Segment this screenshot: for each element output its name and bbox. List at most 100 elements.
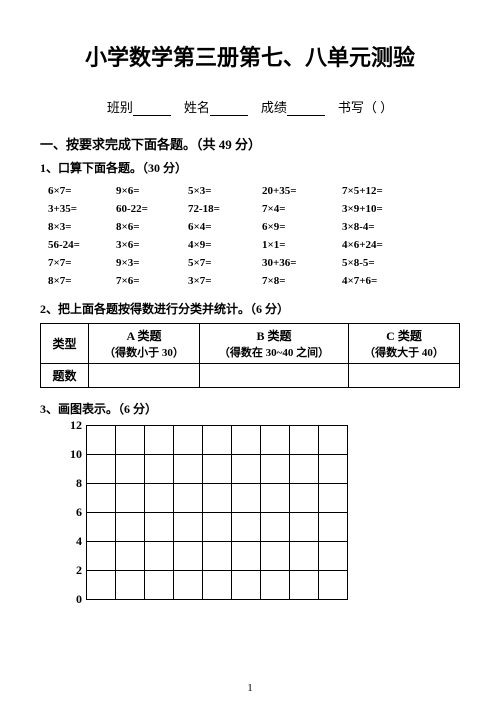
- grid-cell: [116, 455, 145, 484]
- th-a-sub: （得数小于 30）: [93, 344, 195, 360]
- grid-cell: [116, 542, 145, 571]
- ytick-label: 2: [76, 563, 82, 578]
- grid-cell: [174, 455, 203, 484]
- grid-cell: [203, 484, 232, 513]
- mental-cell: 8×6=: [116, 218, 188, 236]
- th-c-sub: （得数大于 40）: [353, 344, 455, 360]
- page-number: 1: [0, 682, 500, 694]
- grid-cell: [116, 513, 145, 542]
- grid-cell: [232, 513, 261, 542]
- grid-cell: [290, 513, 319, 542]
- grid-cell: [232, 455, 261, 484]
- classify-table: 类型 A 类题 （得数小于 30） B 类题 （得数在 30~40 之间） C …: [40, 323, 460, 388]
- mental-cell: 60-22=: [116, 200, 188, 218]
- th-b: B 类题 （得数在 30~40 之间）: [199, 324, 348, 364]
- mental-cell: 7×4=: [262, 200, 342, 218]
- mental-math-table: 6×7=9×6=5×3=20+35=7×5+12=3+35=60-22=72-1…: [48, 182, 432, 290]
- class-label: 班别: [107, 100, 133, 115]
- mental-cell: 20+35=: [262, 182, 342, 200]
- grid-cell: [290, 484, 319, 513]
- grid-cell: [319, 455, 348, 484]
- mental-cell: 30+36=: [262, 254, 342, 272]
- chart: 121086420: [64, 425, 460, 600]
- grid-cell: [290, 571, 319, 600]
- grid-cell: [261, 426, 290, 455]
- grid-cell: [261, 513, 290, 542]
- grid-cell: [203, 571, 232, 600]
- grid-cell: [290, 455, 319, 484]
- mental-row: 6×7=9×6=5×3=20+35=7×5+12=: [48, 182, 432, 200]
- grid-cell: [261, 542, 290, 571]
- cell-a[interactable]: [89, 364, 200, 388]
- grid-cell: [174, 426, 203, 455]
- q3-heading: 3、画图表示。（6 分）: [40, 400, 460, 417]
- mental-cell: 9×6=: [116, 182, 188, 200]
- grid-cell: [174, 542, 203, 571]
- mental-cell: 72-18=: [188, 200, 262, 218]
- grid-cell: [261, 455, 290, 484]
- grid-cell: [232, 571, 261, 600]
- mental-cell: 3×6=: [116, 236, 188, 254]
- score-blank[interactable]: [287, 102, 325, 116]
- mental-cell: 7×8=: [262, 272, 342, 290]
- grid-cell: [232, 426, 261, 455]
- grid-cell: [87, 484, 116, 513]
- grid-cell: [203, 455, 232, 484]
- mental-cell: 5×3=: [188, 182, 262, 200]
- th-b-sub: （得数在 30~40 之间）: [204, 344, 344, 360]
- class-blank[interactable]: [133, 102, 171, 116]
- mental-cell: 3+35=: [48, 200, 116, 218]
- cell-c[interactable]: [349, 364, 460, 388]
- ytick-label: 4: [76, 534, 82, 549]
- th-c: C 类题 （得数大于 40）: [349, 324, 460, 364]
- grid-cell: [116, 426, 145, 455]
- grid-cell: [174, 513, 203, 542]
- grid-cell: [145, 426, 174, 455]
- grid-cell: [174, 484, 203, 513]
- mental-cell: 56-24=: [48, 236, 116, 254]
- grid-cell: [87, 513, 116, 542]
- grid-cell: [232, 542, 261, 571]
- grid-cell: [319, 484, 348, 513]
- cell-b[interactable]: [199, 364, 348, 388]
- grid-cell: [203, 426, 232, 455]
- grid-cell: [116, 484, 145, 513]
- mental-row: 8×7=7×6=3×7=7×8=4×7+6=: [48, 272, 432, 290]
- grid-cell: [145, 513, 174, 542]
- mental-cell: 3×7=: [188, 272, 262, 290]
- mental-row: 8×3=8×6=6×4=6×9=3×8-4=: [48, 218, 432, 236]
- row-label: 题数: [41, 364, 89, 388]
- grid-cell: [319, 571, 348, 600]
- mental-cell: 7×6=: [116, 272, 188, 290]
- grid-cell: [87, 542, 116, 571]
- mental-cell: 6×9=: [262, 218, 342, 236]
- grid-cell: [87, 571, 116, 600]
- th-type: 类型: [41, 324, 89, 364]
- grid-cell: [87, 426, 116, 455]
- grid-cell: [87, 455, 116, 484]
- chart-yaxis: 121086420: [64, 425, 86, 599]
- mental-cell: 9×3=: [116, 254, 188, 272]
- mental-cell: 5×8-5=: [342, 254, 432, 272]
- grid-cell: [232, 484, 261, 513]
- th-a-title: A 类题: [93, 327, 195, 344]
- page-title: 小学数学第三册第七、八单元测验: [40, 40, 460, 72]
- grid-cell: [145, 571, 174, 600]
- name-blank[interactable]: [210, 102, 248, 116]
- grid-cell: [145, 542, 174, 571]
- grid-cell: [174, 571, 203, 600]
- chart-grid: [86, 425, 348, 600]
- mental-cell: 8×3=: [48, 218, 116, 236]
- mental-row: 56-24=3×6=4×9=1×1=4×6+24=: [48, 236, 432, 254]
- grid-cell: [319, 542, 348, 571]
- section-1-heading: 一、按要求完成下面各题。（共 49 分）: [40, 134, 460, 153]
- th-b-title: B 类题: [204, 327, 344, 344]
- mental-cell: 3×9+10=: [342, 200, 432, 218]
- grid-cell: [116, 571, 145, 600]
- th-a: A 类题 （得数小于 30）: [89, 324, 200, 364]
- grid-cell: [290, 426, 319, 455]
- mental-cell: 4×9=: [188, 236, 262, 254]
- mental-cell: 7×7=: [48, 254, 116, 272]
- mental-cell: 4×6+24=: [342, 236, 432, 254]
- ytick-label: 0: [76, 592, 82, 607]
